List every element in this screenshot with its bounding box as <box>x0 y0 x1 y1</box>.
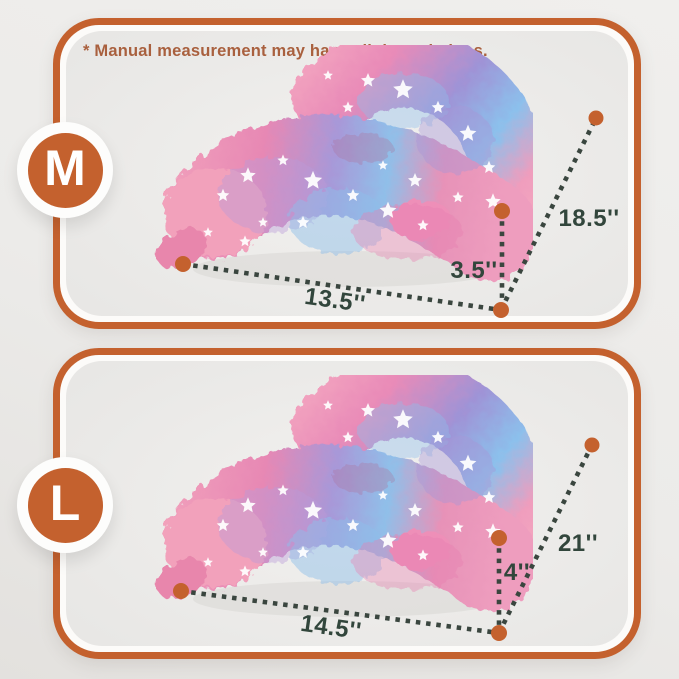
size-letter-l: L <box>49 475 81 531</box>
size-badge-l: L <box>17 457 113 553</box>
measurement-label-height-m: 3.5'' <box>450 257 498 284</box>
measurement-label-diagonal-m: 18.5'' <box>558 205 620 232</box>
measurement-label-height-l: 4'' <box>503 559 531 586</box>
measurement-label-diagonal-l: 21'' <box>557 530 599 557</box>
size-badge-m: M <box>17 122 113 218</box>
size-badge-circle-l: L <box>27 467 103 543</box>
size-badge-circle-m: M <box>27 132 103 208</box>
plush-pillow-image-l <box>153 375 533 625</box>
size-letter-m: M <box>44 140 86 196</box>
